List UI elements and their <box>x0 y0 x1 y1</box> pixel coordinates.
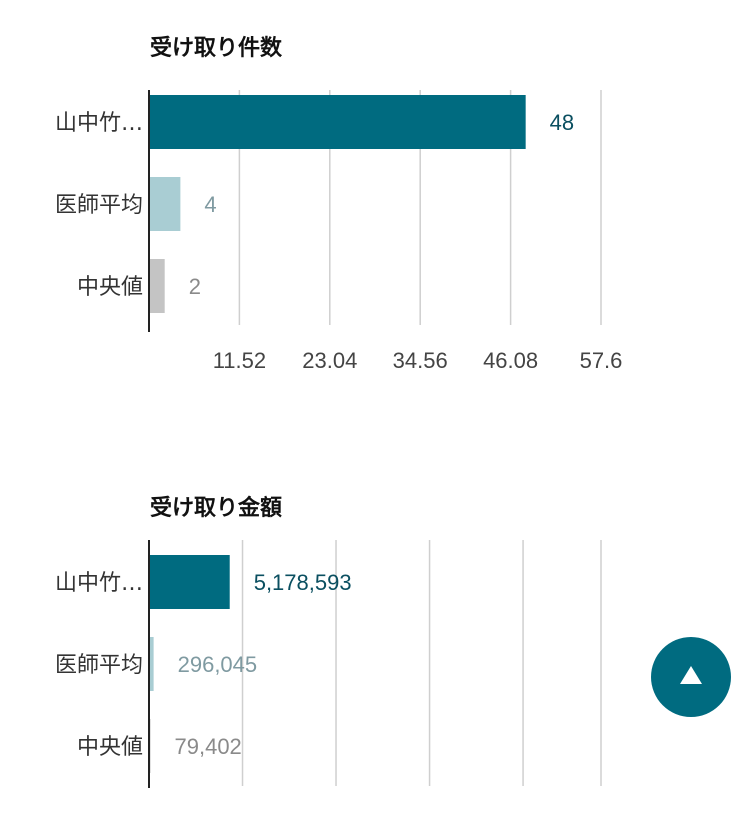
bar-value-label: 48 <box>550 110 574 135</box>
bar-value-label: 5,178,593 <box>254 570 352 595</box>
category-label: 医師平均 <box>55 193 143 218</box>
bar-value-label: 4 <box>204 192 216 217</box>
triangle-up-icon <box>680 666 702 684</box>
bar-value-label: 296,045 <box>178 652 258 677</box>
chart-title-count: 受け取り件数 <box>150 36 283 61</box>
x-tick-label: 11.52 <box>213 348 266 373</box>
bar-1 <box>149 555 230 609</box>
category-label: 医師平均 <box>55 653 143 678</box>
x-tick-label: 23.04 <box>302 348 357 373</box>
category-label: 中央値 <box>77 275 143 300</box>
x-tick-label: 34.56 <box>393 348 448 373</box>
amount-bar-chart: 5,178,593 山中竹… 296,045 医師平均 79,402 中央値 <box>55 540 602 788</box>
x-tick-label: 57.6 <box>580 348 623 373</box>
chart-title-amount: 受け取り金額 <box>150 496 283 521</box>
bar-2 <box>149 637 154 691</box>
category-label: 山中竹… <box>55 571 143 596</box>
category-label: 中央値 <box>77 735 143 760</box>
x-tick-label: 46.08 <box>483 348 538 373</box>
scroll-to-top-button[interactable] <box>651 637 731 717</box>
bar-3 <box>149 259 165 313</box>
category-label: 山中竹… <box>55 111 143 136</box>
bar-value-label: 79,402 <box>175 734 242 759</box>
bar-value-label: 2 <box>189 274 201 299</box>
count-bar-chart: 48 山中竹… 4 医師平均 2 中央値 11.52 23.04 34.56 46.08 57.6 <box>55 90 623 373</box>
bar-2 <box>149 177 181 231</box>
bar-1 <box>149 95 526 149</box>
